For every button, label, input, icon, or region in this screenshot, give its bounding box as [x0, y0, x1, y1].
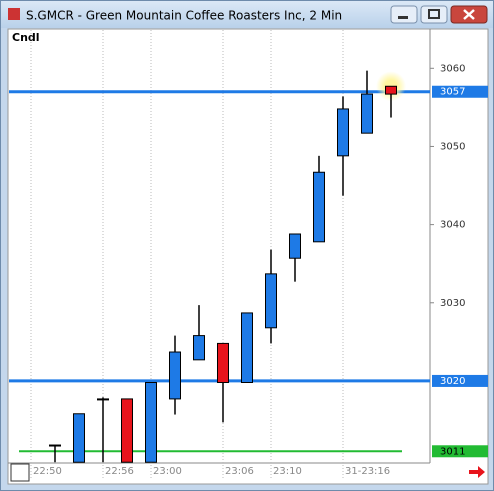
candle-body: [193, 335, 205, 361]
x-tick-label: 23:10: [273, 466, 302, 477]
level-label: 3011: [440, 446, 465, 457]
candle-body: [385, 85, 397, 95]
corner-box[interactable]: [10, 463, 30, 482]
y-tick-label: 3050: [440, 141, 465, 152]
chart-label: Cndl: [12, 31, 40, 44]
candle-body: [73, 413, 85, 463]
candle-body: [49, 444, 61, 447]
candle-body: [265, 273, 277, 329]
scroll-arrow[interactable]: [469, 466, 485, 478]
window-title: S.GMCR - Green Mountain Coffee Roasters …: [26, 9, 342, 23]
chart-area: [7, 28, 489, 485]
candle-body: [145, 381, 157, 463]
minimize-icon: [398, 16, 408, 19]
x-tick-label: 23:00: [153, 466, 182, 477]
maximize-icon: [428, 9, 440, 19]
level-tag: [432, 85, 488, 98]
level-tag: [432, 445, 488, 458]
level-label: 3020: [440, 376, 465, 387]
candle-body: [313, 171, 325, 243]
close-icon: [463, 9, 475, 20]
candle-body: [337, 108, 349, 157]
y-tick-label: 3030: [440, 298, 465, 309]
x-tick-label: 23:06: [225, 466, 254, 477]
candle-body: [289, 233, 301, 259]
maximize-button[interactable]: [420, 5, 448, 24]
x-tick-label: 31-23:16: [345, 466, 390, 477]
app-icon: [8, 8, 20, 20]
y-tick-label: 3060: [440, 63, 465, 74]
level-tag: [432, 374, 488, 387]
candle-body: [97, 398, 109, 401]
candle-body: [217, 342, 229, 383]
x-tick-label: 22:56: [105, 466, 134, 477]
x-tick-label: 22:50: [33, 466, 62, 477]
candle-body: [169, 351, 181, 400]
candle-body: [121, 398, 133, 463]
candle-body: [361, 93, 373, 134]
level-label: 3057: [440, 87, 465, 98]
candle-body: [241, 312, 253, 383]
y-tick-label: 3040: [440, 220, 465, 231]
minimize-button[interactable]: [390, 5, 418, 24]
